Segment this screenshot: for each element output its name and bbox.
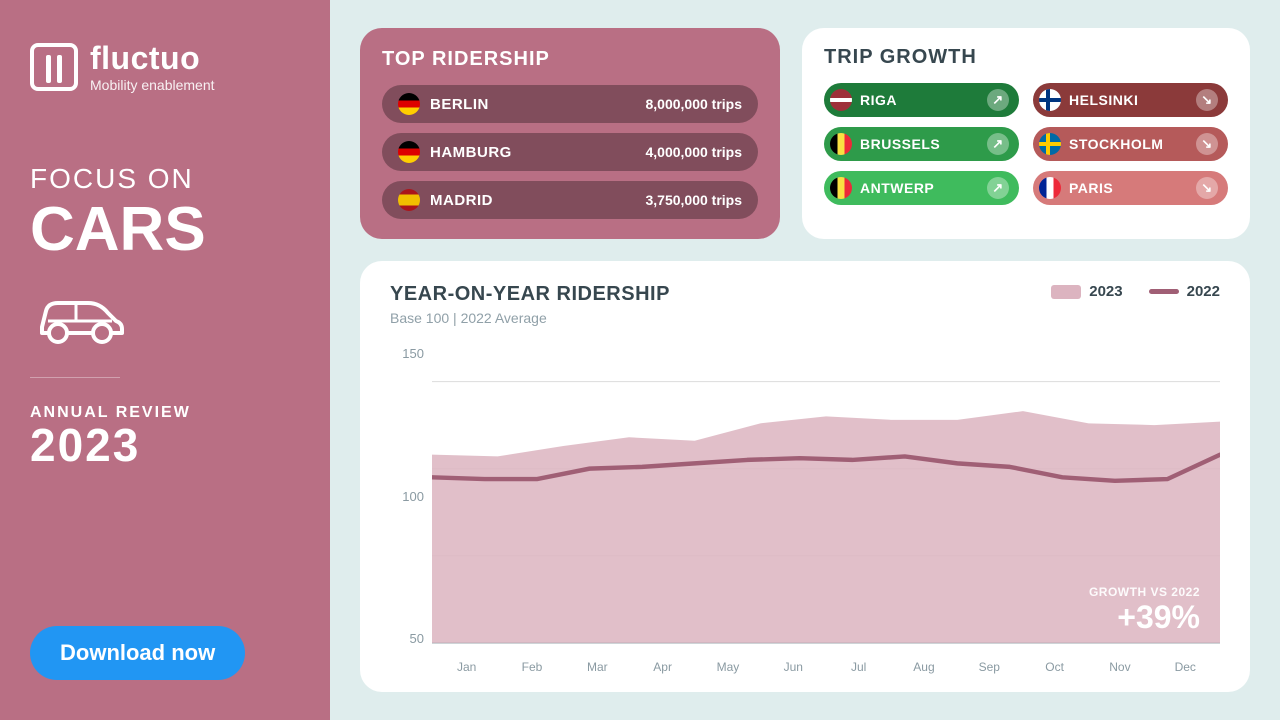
ridership-trips: 8,000,000 trips	[645, 96, 742, 112]
legend-label-2022: 2022	[1187, 283, 1220, 300]
trip-growth-title: TRIP GROWTH	[824, 46, 1228, 69]
flag-icon	[398, 189, 420, 211]
growth-pill: STOCKHOLM ↘	[1033, 127, 1228, 161]
ridership-trips: 3,750,000 trips	[645, 192, 742, 208]
chart-x-axis: JanFebMarAprMayJunJulAugSepOctNovDec	[432, 660, 1220, 674]
growth-city: ANTWERP	[860, 180, 934, 196]
logo-icon	[30, 43, 78, 91]
growth-pill: BRUSSELS ↗	[824, 127, 1019, 161]
flag-icon	[398, 93, 420, 115]
growth-city: BRUSSELS	[860, 136, 940, 152]
x-tick: Jun	[761, 660, 826, 674]
growth-pill: RIGA ↗	[824, 83, 1019, 117]
y-tick: 150	[390, 346, 432, 361]
divider	[30, 377, 120, 378]
flag-icon	[1039, 89, 1061, 111]
focus-label: FOCUS ON	[30, 163, 300, 195]
flag-icon	[1039, 177, 1061, 199]
ridership-row: BERLIN 8,000,000 trips	[382, 85, 758, 123]
main-content: TOP RIDERSHIP BERLIN 8,000,000 trips HAMBU…	[330, 0, 1280, 720]
x-tick: Jan	[434, 660, 499, 674]
growth-pill: HELSINKI ↘	[1033, 83, 1228, 117]
growth-annotation-value: +39%	[1089, 599, 1200, 636]
top-ridership-title: TOP RIDERSHIP	[382, 48, 758, 71]
chart-title: YEAR-ON-YEAR RIDERSHIP	[390, 283, 670, 306]
ridership-trips: 4,000,000 trips	[645, 144, 742, 160]
flag-icon	[1039, 133, 1061, 155]
brand-tagline: Mobility enablement	[90, 77, 215, 93]
growth-annotation-label: GROWTH VS 2022	[1089, 585, 1200, 599]
trend-down-icon: ↘	[1196, 89, 1218, 111]
ridership-city: MADRID	[430, 192, 493, 209]
x-tick: Jul	[826, 660, 891, 674]
flag-icon	[830, 133, 852, 155]
chart-plot: JanFebMarAprMayJunJulAugSepOctNovDec GRO…	[432, 340, 1220, 674]
x-tick: Oct	[1022, 660, 1087, 674]
top-ridership-card: TOP RIDERSHIP BERLIN 8,000,000 trips HAMBU…	[360, 28, 780, 239]
growth-annotation: GROWTH VS 2022 +39%	[1089, 585, 1200, 636]
chart-y-axis: 150 100 50	[390, 340, 432, 674]
x-tick: Apr	[630, 660, 695, 674]
legend-swatch-2023	[1051, 285, 1081, 299]
y-tick: 100	[390, 489, 432, 504]
trend-down-icon: ↘	[1196, 133, 1218, 155]
ridership-city: HAMBURG	[430, 144, 512, 161]
flag-icon	[398, 141, 420, 163]
annual-review-year: 2023	[30, 422, 300, 468]
growth-city: PARIS	[1069, 180, 1113, 196]
brand-name: fluctuo	[90, 40, 215, 77]
legend-label-2023: 2023	[1089, 283, 1122, 300]
trip-growth-card: TRIP GROWTH RIGA ↗ HELSINKI ↘ BRUSSELS ↗ STOCK…	[802, 28, 1250, 239]
growth-city: STOCKHOLM	[1069, 136, 1163, 152]
ridership-row: HAMBURG 4,000,000 trips	[382, 133, 758, 171]
flag-icon	[830, 177, 852, 199]
x-tick: Aug	[891, 660, 956, 674]
x-tick: Nov	[1087, 660, 1152, 674]
y-tick: 50	[390, 631, 432, 646]
x-tick: Sep	[957, 660, 1022, 674]
x-tick: May	[695, 660, 760, 674]
growth-city: HELSINKI	[1069, 92, 1138, 108]
x-tick: Mar	[565, 660, 630, 674]
flag-icon	[830, 89, 852, 111]
ridership-row: MADRID 3,750,000 trips	[382, 181, 758, 219]
trend-up-icon: ↗	[987, 133, 1009, 155]
growth-pill: ANTWERP ↗	[824, 171, 1019, 205]
logo: fluctuo Mobility enablement	[30, 40, 300, 93]
trend-down-icon: ↘	[1196, 177, 1218, 199]
ridership-city: BERLIN	[430, 96, 489, 113]
trend-up-icon: ↗	[987, 177, 1009, 199]
chart-legend: 2023 2022	[1051, 283, 1220, 300]
download-button[interactable]: Download now	[30, 626, 245, 680]
growth-city: RIGA	[860, 92, 897, 108]
x-tick: Feb	[499, 660, 564, 674]
growth-pill: PARIS ↘	[1033, 171, 1228, 205]
trend-up-icon: ↗	[987, 89, 1009, 111]
car-icon	[30, 289, 300, 349]
sidebar: fluctuo Mobility enablement FOCUS ON CAR…	[0, 0, 330, 720]
chart-subtitle: Base 100 | 2022 Average	[390, 310, 670, 326]
x-tick: Dec	[1153, 660, 1218, 674]
legend-swatch-2022	[1149, 289, 1179, 294]
yoy-chart-card: YEAR-ON-YEAR RIDERSHIP Base 100 | 2022 A…	[360, 261, 1250, 692]
category-title: CARS	[30, 199, 300, 261]
